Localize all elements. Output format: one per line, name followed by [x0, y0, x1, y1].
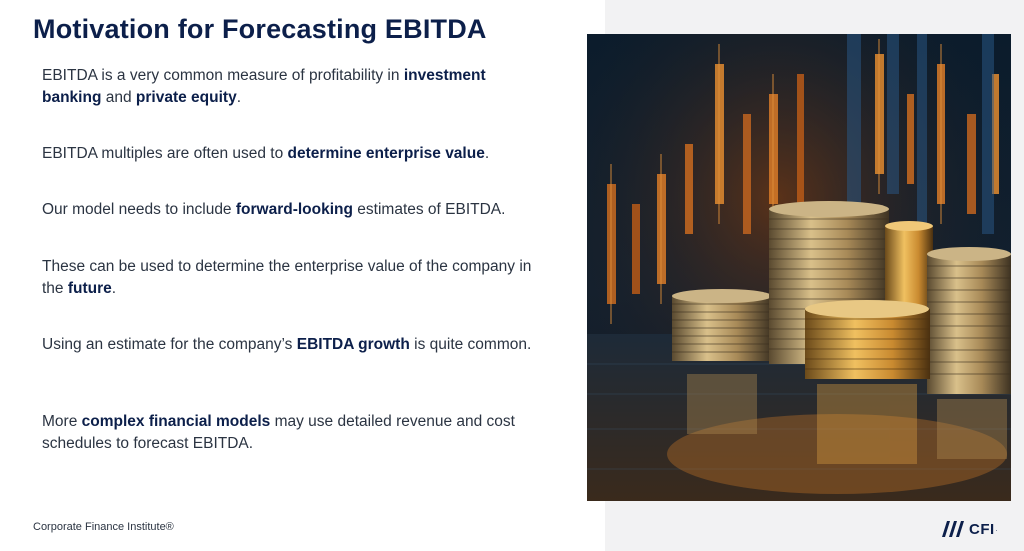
body-text: is quite common. — [409, 336, 532, 353]
emphasis-text: private equity — [135, 89, 237, 106]
cfi-logo-mark: . — [995, 525, 998, 533]
body-text: Using an estimate for the company’s — [42, 336, 297, 353]
body-text: may use detailed revenue and cost schedu… — [42, 413, 515, 452]
paragraph-4: These can be used to determine the enter… — [42, 256, 542, 300]
finance-coins-image — [587, 34, 1011, 501]
emphasis-text: complex financial models — [81, 413, 271, 430]
body-text: estimates of EBITDA. — [352, 201, 506, 218]
body-text: EBITDA is a very common measure of profi… — [42, 67, 404, 84]
body-text: . — [484, 145, 490, 162]
body-text: EBITDA multiples are often used to — [42, 145, 288, 162]
footer-company: Corporate Finance Institute® — [33, 521, 174, 533]
body-text: Our model needs to include — [42, 201, 236, 218]
cfi-logo: CFI. — [940, 519, 998, 539]
cfi-logo-text: CFI — [969, 520, 995, 538]
paragraph-3: Our model needs to include forward-looki… — [42, 199, 542, 221]
body-text: . — [236, 89, 241, 106]
slide-title: Motivation for Forecasting EBITDA — [33, 14, 487, 44]
body-text: These can be used to determine the enter… — [42, 258, 532, 297]
paragraph-1: EBITDA is a very common measure of profi… — [42, 65, 542, 109]
paragraph-2: EBITDA multiples are often used to deter… — [42, 143, 542, 165]
cfi-logo-icon — [942, 521, 964, 537]
paragraph-6: More complex financial models may use de… — [42, 411, 542, 455]
emphasis-text: investment banking — [42, 67, 486, 106]
body-text: More — [42, 413, 82, 430]
emphasis-text: EBITDA growth — [296, 336, 410, 353]
emphasis-text: determine enterprise value — [287, 145, 485, 162]
emphasis-text: forward-looking — [235, 201, 353, 218]
emphasis-text: future — [67, 280, 112, 297]
body-text: . — [111, 280, 117, 297]
body-text: and — [101, 89, 136, 106]
paragraph-5: Using an estimate for the company’s EBIT… — [42, 334, 542, 356]
